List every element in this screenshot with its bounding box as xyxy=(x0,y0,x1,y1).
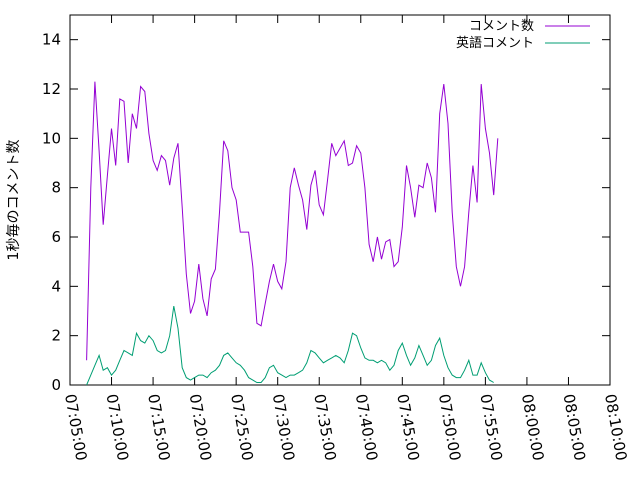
x-tick-label: 07:20:00 xyxy=(186,393,215,462)
x-tick-label: 07:15:00 xyxy=(144,393,173,462)
x-tick-label: 07:05:00 xyxy=(61,393,90,462)
x-tick-label: 07:50:00 xyxy=(435,393,464,462)
legend-label-2: 英語コメント xyxy=(456,35,534,51)
y-tick-label: 12 xyxy=(42,80,61,98)
x-tick-label: 07:55:00 xyxy=(476,393,505,462)
series-line-1 xyxy=(86,81,499,361)
legend-label-1: コメント数 xyxy=(469,19,534,34)
y-tick-label: 10 xyxy=(42,129,61,147)
y-axis-title: 1秒毎のコメント数 xyxy=(6,140,22,261)
y-tick-labels: 0 2 4 6 8 10 12 14 xyxy=(42,31,61,394)
x-tick-label: 07:40:00 xyxy=(352,393,381,462)
x-tick-label: 07:30:00 xyxy=(269,393,298,462)
axis-ticks xyxy=(69,15,611,386)
x-tick-label: 08:05:00 xyxy=(560,393,589,462)
x-tick-label: 08:00:00 xyxy=(518,393,547,462)
x-tick-label: 07:45:00 xyxy=(393,393,422,462)
series-lines xyxy=(86,81,499,386)
y-tick-label: 14 xyxy=(42,31,61,49)
x-tick-label: 07:10:00 xyxy=(103,393,132,462)
series-line-2 xyxy=(86,306,494,386)
y-tick-label: 4 xyxy=(51,277,61,295)
x-tick-label: 08:10:00 xyxy=(601,393,630,462)
x-tick-label: 07:25:00 xyxy=(227,393,256,462)
plot-frame xyxy=(69,14,611,386)
x-tick-label: 07:35:00 xyxy=(310,393,339,462)
y-tick-label: 2 xyxy=(51,327,61,345)
x-tick-labels: 07:05:00 07:10:00 07:15:00 07:20:00 07:25:00… xyxy=(61,393,630,462)
y-tick-label: 6 xyxy=(51,228,61,246)
y-tick-label: 0 xyxy=(51,376,61,394)
y-tick-label: 8 xyxy=(51,179,61,197)
